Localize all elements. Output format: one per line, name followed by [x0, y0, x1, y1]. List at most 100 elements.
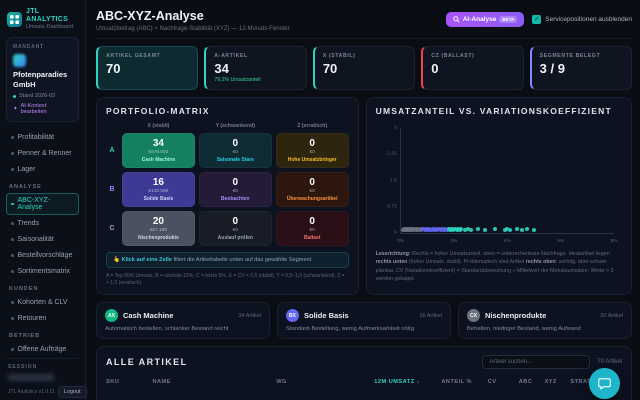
- matrix-cell-saisonale-stars[interactable]: 0 €0 Saisonale Stars: [198, 133, 272, 168]
- x-axis-tick: 4%: [503, 239, 511, 244]
- search-input[interactable]: [482, 355, 591, 369]
- header-actions: AI-Analyse BETA ✓ Servicepositionen ausb…: [445, 12, 632, 27]
- app-subtitle: Umsatz-Dashboard: [26, 24, 74, 31]
- chart-desc-part: Leserichtung:: [375, 251, 411, 257]
- matrix-cell-auslauf-pr-fen[interactable]: 0 €0 Auslauf prüfen: [198, 211, 272, 246]
- segment-card-nischenprodukte: CX Nischenprodukte 20 Artikel Behalten, nie…: [458, 302, 632, 339]
- chart-desc-part: rechts oben: [525, 259, 556, 266]
- cell-revenue: €0: [309, 189, 315, 194]
- table-header-row: SKU NAME WG 12M UMSATZ ↓ ANTEIL % CV ABC XYZ STR…: [106, 379, 622, 385]
- sidebar-item-label: Kohorten & CLV: [17, 299, 68, 307]
- matrix-cell-hohe-umsatzbringer[interactable]: 0 €0 Hohe Umsatzbringer: [275, 133, 349, 168]
- cell-segment-label: Nischenprodukte: [138, 235, 179, 241]
- sidebar-item-abc-xyz-analyse[interactable]: ABC-XYZ-Analyse: [6, 193, 79, 216]
- chart-title: UMSATZANTEIL VS. VARIATIONSKOEFFIZIENT: [375, 106, 612, 116]
- matrix-cell-ballast[interactable]: 0 €0 Ballast: [275, 211, 349, 246]
- row-count: 70 Artikel: [597, 359, 622, 365]
- cell-revenue: €0: [309, 150, 315, 155]
- ai-context-label: AI-Kontext bearbeiten: [20, 103, 47, 116]
- kpi-card-artikel-gesamt: ARTIKEL GESAMT 70: [96, 46, 199, 90]
- kpi-label: X (STABIL): [322, 53, 356, 59]
- segment-name: Solide Basis: [304, 311, 349, 320]
- segment-badge-ax: AX: [105, 309, 118, 322]
- checkbox-checked-icon[interactable]: ✓: [532, 15, 542, 24]
- column-header-abc[interactable]: ABC: [518, 379, 533, 385]
- scatter-point-a-artikel: [493, 227, 498, 232]
- scatter-point-a-artikel: [469, 227, 474, 232]
- cell-count: 16: [152, 177, 164, 188]
- sidebar-item-label: Saisonalität: [17, 236, 54, 244]
- matrix-cell-beobachten[interactable]: 0 €0 Beobachten: [198, 172, 272, 207]
- sidebar-item-profitabilit-t[interactable]: Profitabilität: [6, 130, 79, 145]
- sidebar-item-penner-renner[interactable]: Penner & Renner: [6, 146, 79, 161]
- sidebar-item-lager[interactable]: Lager: [6, 162, 79, 177]
- cell-revenue: €120.088: [148, 189, 169, 194]
- sidebar-item-retouren[interactable]: Retouren: [6, 311, 79, 326]
- cell-count: 0: [309, 216, 315, 227]
- y-axis-tick: 0.75: [387, 204, 397, 210]
- ai-analyse-button[interactable]: AI-Analyse BETA: [445, 12, 525, 27]
- matrix-cell-cash-machine[interactable]: 34 €676.052 Cash Machine: [122, 133, 195, 168]
- matrix-cell-berwachungsartikel[interactable]: 0 €0 Überwachungsartikel: [275, 172, 349, 207]
- segment-cards-row: AX Cash Machine 34 Artikel Automatisch best…: [96, 302, 632, 339]
- sidebar-item-offene-auftr-ge[interactable]: Offene Aufträge: [6, 342, 79, 357]
- chart-desc-part: rechts unten: [375, 259, 408, 266]
- sidebar-item-trends[interactable]: Trends: [6, 216, 79, 231]
- scatter-point-a-artikel: [462, 227, 467, 232]
- scatter-chart-panel: UMSATZANTEIL VS. VARIATIONSKOEFFIZIENT 0…: [365, 97, 632, 295]
- cell-revenue: €0: [232, 150, 238, 155]
- sidebar-nav: Profitabilität Penner & Renner Lager ANALYS…: [6, 130, 79, 358]
- table-title: ALLE ARTIKEL: [106, 357, 188, 367]
- column-header-wg[interactable]: WG: [276, 379, 287, 385]
- kpi-value: 70: [106, 61, 121, 76]
- bullet-icon: [11, 254, 14, 257]
- cell-segment-label: Beobachten: [221, 196, 250, 202]
- logout-button[interactable]: Logout: [57, 386, 87, 399]
- y-axis-tick: 2.25: [387, 151, 397, 157]
- scatter-point-a-artikel: [502, 227, 507, 232]
- column-header-strategie[interactable]: STRATEGIE: [570, 379, 622, 385]
- sidebar-item-bestellvorschl-ge[interactable]: Bestellvorschläge: [6, 248, 79, 263]
- sidebar-item-label: Bestellvorschläge: [17, 252, 73, 260]
- sidebar-item-kohorten-clv[interactable]: Kohorten & CLV: [6, 295, 79, 310]
- scatter-point-a-artikel: [465, 226, 470, 231]
- bullet-icon: [11, 152, 14, 155]
- chat-fab-button[interactable]: [589, 368, 620, 399]
- cell-revenue: €676.052: [148, 150, 169, 155]
- kpi-value: 0: [431, 61, 439, 76]
- cell-count: 0: [232, 138, 239, 149]
- service-positions-toggle[interactable]: ✓ Servicepositionen ausblenden: [532, 15, 632, 24]
- column-header-xyz[interactable]: XYZ: [544, 379, 557, 385]
- matrix-col-header-z-erratisch: Z (erratisch): [297, 123, 328, 129]
- matrix-row-header-c: C: [109, 225, 115, 232]
- column-header-12m-umsatz[interactable]: 12M UMSATZ ↓: [374, 379, 420, 385]
- session-label: SESSION: [8, 364, 38, 371]
- matrix-row-header-b: B: [109, 186, 115, 193]
- matrix-legend: A = Top 80% Umsatz, B = nächste 15%, C =…: [106, 273, 345, 286]
- nav-section-header-kunden: KUNDEN: [9, 286, 39, 293]
- column-header-cv[interactable]: CV: [487, 379, 497, 385]
- column-header-name[interactable]: NAME: [152, 379, 171, 385]
- chart-desc-part: (hoher Umsatz, stabil). Problematisch si…: [407, 259, 526, 266]
- sidebar-item-label: Lager: [17, 166, 36, 174]
- portfolio-matrix-panel: PORTFOLIO-MATRIX X (stabil) Y (schwankend…: [96, 97, 359, 295]
- matrix-cell-solide-basis[interactable]: 16 €120.088 Solide Basis: [122, 172, 195, 207]
- segment-name: Cash Machine: [123, 311, 174, 320]
- bullet-icon: [11, 168, 14, 171]
- segment-badge-cx: CX: [467, 309, 480, 322]
- scatter-point-a-artikel: [514, 227, 519, 232]
- kpi-card-cz-ballast: CZ (BALLAST) 0: [421, 46, 524, 90]
- sidebar-item-saisonalit-t[interactable]: Saisonalität: [6, 232, 79, 247]
- cell-count: 0: [232, 177, 239, 188]
- column-header-sku[interactable]: SKU: [106, 379, 120, 385]
- matrix-cell-nischenprodukte[interactable]: 20 €57.180 Nischenprodukte: [122, 211, 195, 246]
- kpi-subtext: 79,2% Umsatzanteil: [214, 77, 261, 83]
- ai-context-link[interactable]: ✦ AI-Kontext bearbeiten: [13, 103, 72, 115]
- status-dot-icon: [13, 94, 16, 98]
- mandant-card: MANDANT Pfotenparadies GmbH Stand 2026-0…: [6, 37, 79, 123]
- matrix-grid: X (stabil) Y (schwankend) Z (erratisch) A 34…: [106, 123, 349, 246]
- cell-revenue: €0: [309, 228, 315, 233]
- column-header-anteil[interactable]: ANTEIL %: [441, 379, 472, 385]
- chat-bubble-icon: [598, 378, 611, 390]
- sidebar-item-sortimentsmatrix[interactable]: Sortimentsmatrix: [6, 264, 79, 279]
